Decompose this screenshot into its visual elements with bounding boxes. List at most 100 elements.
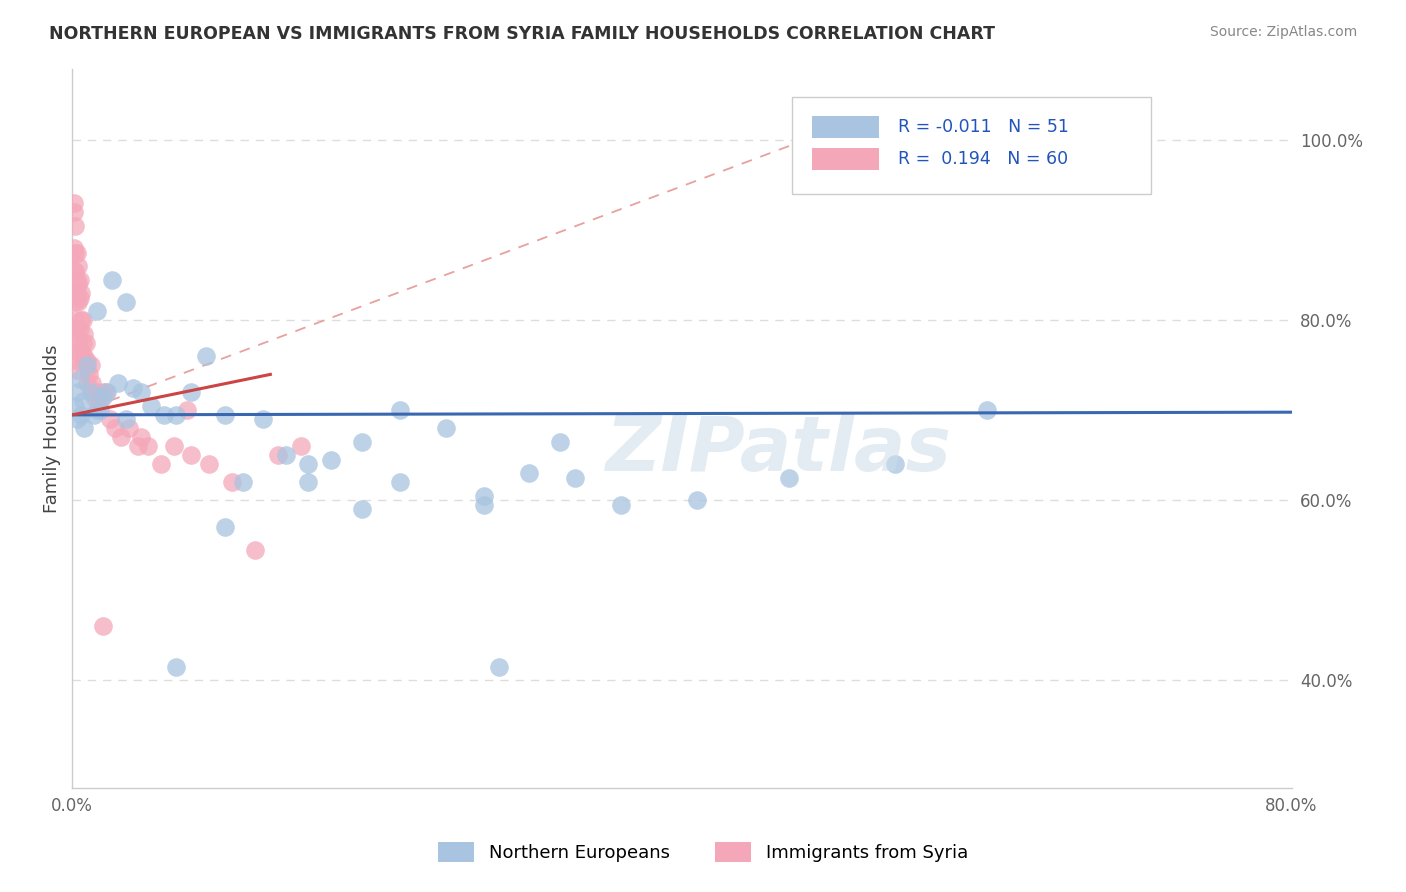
Point [198, 458, 221, 472]
Point [67, 354, 90, 368]
Point [62, 326, 84, 341]
Text: Source: ZipAtlas.com: Source: ZipAtlas.com [1209, 25, 1357, 39]
Point [66, 273, 89, 287]
Point [72, 335, 94, 350]
Point [114, 295, 136, 310]
Point [252, 412, 274, 426]
Legend: Northern Europeans, Immigrants from Syria: Northern Europeans, Immigrants from Syri… [432, 834, 974, 870]
Point [163, 439, 186, 453]
Point [83, 408, 105, 422]
Point [91, 390, 114, 404]
Point [66, 363, 89, 377]
Point [267, 448, 290, 462]
Point [129, 430, 152, 444]
Point [232, 475, 254, 490]
Point [129, 385, 152, 400]
Point [62, 264, 84, 278]
Point [98, 412, 121, 426]
Point [65, 219, 87, 233]
Point [104, 421, 127, 435]
Point [67, 335, 90, 350]
Point [165, 660, 187, 674]
Point [127, 439, 149, 453]
Point [77, 368, 100, 382]
Point [73, 350, 96, 364]
Point [138, 439, 160, 453]
Point [67, 277, 90, 292]
Point [70, 286, 93, 301]
FancyBboxPatch shape [792, 97, 1152, 194]
Point [72, 313, 94, 327]
Point [80, 376, 103, 391]
Point [548, 434, 571, 449]
Point [75, 335, 97, 350]
Point [176, 403, 198, 417]
Point [976, 403, 998, 417]
Point [519, 467, 541, 481]
Point [297, 458, 319, 472]
Point [274, 448, 297, 462]
Text: R =  0.194   N = 60: R = 0.194 N = 60 [897, 150, 1067, 169]
Point [66, 345, 89, 359]
Point [62, 196, 84, 211]
Point [180, 448, 202, 462]
Point [610, 498, 633, 512]
Point [86, 304, 108, 318]
Point [290, 439, 312, 453]
Y-axis label: Family Households: Family Households [44, 344, 60, 513]
Point [86, 403, 108, 417]
Point [141, 399, 163, 413]
Point [86, 385, 108, 400]
Point [66, 286, 89, 301]
Point [70, 345, 93, 359]
Point [149, 458, 172, 472]
Point [180, 385, 202, 400]
Point [65, 313, 87, 327]
Point [152, 408, 174, 422]
Point [884, 458, 907, 472]
Point [73, 421, 96, 435]
Point [62, 205, 84, 219]
Point [778, 471, 800, 485]
Point [488, 660, 510, 674]
Point [297, 475, 319, 490]
Point [89, 394, 111, 409]
Point [388, 403, 411, 417]
Point [165, 408, 187, 422]
Point [65, 399, 87, 413]
Point [350, 502, 373, 516]
Point [69, 273, 91, 287]
Point [79, 385, 101, 400]
Point [214, 520, 236, 534]
Point [66, 412, 89, 426]
Point [243, 542, 266, 557]
Point [122, 381, 145, 395]
Point [83, 390, 105, 404]
Point [94, 385, 117, 400]
Point [66, 246, 89, 260]
Bar [813, 116, 879, 137]
Text: R = -0.011   N = 51: R = -0.011 N = 51 [897, 118, 1069, 136]
Point [96, 385, 118, 400]
Point [62, 242, 84, 256]
Point [686, 493, 709, 508]
Text: ZIPatlas: ZIPatlas [606, 413, 952, 487]
Point [107, 376, 129, 391]
Point [350, 434, 373, 449]
Point [89, 403, 111, 417]
Point [214, 408, 236, 422]
Point [76, 359, 98, 373]
Point [564, 471, 586, 485]
Bar [813, 148, 879, 170]
Point [472, 498, 495, 512]
Point [388, 475, 411, 490]
Point [73, 326, 96, 341]
Point [72, 354, 94, 368]
Point [117, 421, 139, 435]
Point [65, 264, 87, 278]
Point [321, 453, 343, 467]
Point [76, 354, 98, 368]
Point [434, 421, 457, 435]
Point [91, 385, 114, 400]
Point [67, 385, 90, 400]
